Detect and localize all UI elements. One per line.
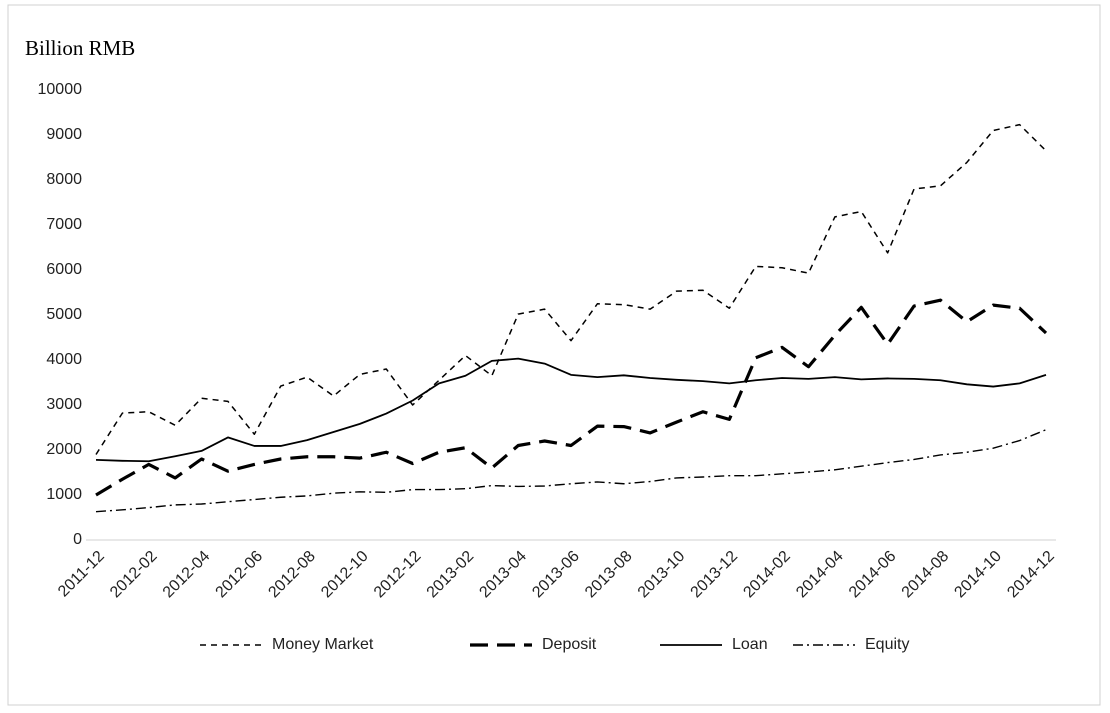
y-tick-label: 5000	[46, 306, 82, 323]
series-line	[95, 298, 1048, 497]
series-line	[95, 123, 1047, 455]
y-tick-label: 7000	[46, 216, 82, 233]
chart-frame	[7, 4, 1101, 706]
y-tick-label: 6000	[46, 261, 82, 278]
y-tick-label: 4000	[46, 351, 82, 368]
y-tick-label: 9000	[46, 126, 82, 143]
series-line	[95, 357, 1047, 463]
legend-label: Loan	[732, 636, 768, 653]
series-line	[95, 429, 1047, 513]
y-tick-label: 2000	[46, 441, 82, 458]
y-tick-label: 8000	[46, 171, 82, 188]
y-tick-label: 10000	[38, 81, 83, 98]
y-tick-label: 1000	[46, 486, 82, 503]
chart-title: Billion RMB	[25, 36, 135, 60]
y-tick-label: 3000	[46, 396, 82, 413]
y-tick-label: 0	[73, 531, 82, 548]
legend-label: Money Market	[272, 636, 374, 653]
legend-label: Deposit	[542, 636, 597, 653]
legend-label: Equity	[865, 636, 909, 653]
